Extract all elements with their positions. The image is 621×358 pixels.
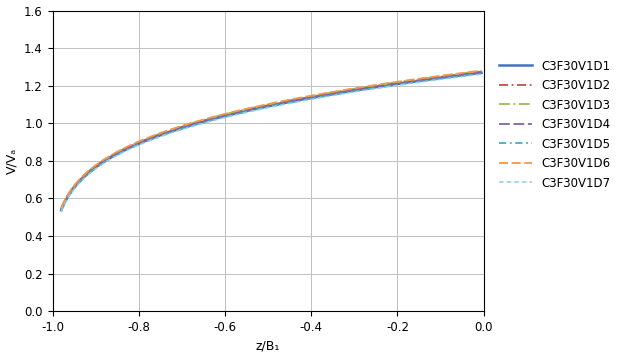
C3F30V1D1: [412, 79, 419, 83]
C3F30V1D1: [315, 95, 322, 99]
C3F30V1D3: [478, 69, 485, 73]
C3F30V1D7: [412, 81, 419, 85]
C3F30V1D7: [315, 96, 322, 100]
C3F30V1D1: [307, 96, 315, 100]
C3F30V1D4: [59, 204, 66, 208]
Line: C3F30V1D2: C3F30V1D2: [61, 72, 481, 209]
C3F30V1D1: [438, 76, 446, 80]
C3F30V1D5: [315, 95, 322, 100]
C3F30V1D6: [478, 68, 485, 73]
C3F30V1D1: [58, 208, 65, 212]
C3F30V1D3: [438, 74, 446, 78]
C3F30V1D6: [438, 73, 446, 78]
C3F30V1D4: [438, 75, 446, 79]
C3F30V1D6: [307, 93, 315, 98]
C3F30V1D2: [438, 74, 446, 79]
Line: C3F30V1D6: C3F30V1D6: [61, 71, 481, 208]
C3F30V1D3: [306, 94, 314, 98]
C3F30V1D5: [307, 97, 315, 101]
C3F30V1D2: [412, 78, 419, 82]
C3F30V1D7: [58, 209, 65, 214]
Legend: C3F30V1D1, C3F30V1D2, C3F30V1D3, C3F30V1D4, C3F30V1D5, C3F30V1D6, C3F30V1D7: C3F30V1D1, C3F30V1D2, C3F30V1D3, C3F30V1…: [494, 55, 615, 194]
C3F30V1D6: [315, 92, 322, 97]
C3F30V1D3: [307, 94, 315, 98]
Line: C3F30V1D7: C3F30V1D7: [61, 74, 481, 212]
Line: C3F30V1D5: C3F30V1D5: [61, 74, 481, 211]
Line: C3F30V1D4: C3F30V1D4: [61, 72, 481, 209]
C3F30V1D7: [438, 77, 446, 81]
C3F30V1D2: [58, 207, 65, 211]
C3F30V1D2: [59, 204, 66, 208]
C3F30V1D4: [478, 70, 485, 74]
C3F30V1D2: [306, 95, 314, 99]
X-axis label: z/B₁: z/B₁: [256, 339, 280, 352]
C3F30V1D4: [306, 95, 314, 100]
C3F30V1D3: [58, 206, 65, 211]
C3F30V1D7: [478, 72, 485, 76]
C3F30V1D5: [306, 97, 314, 101]
C3F30V1D1: [478, 71, 485, 75]
C3F30V1D2: [315, 93, 322, 98]
C3F30V1D7: [307, 97, 315, 101]
C3F30V1D1: [59, 205, 66, 209]
C3F30V1D6: [306, 94, 314, 98]
C3F30V1D6: [58, 206, 65, 210]
C3F30V1D5: [59, 205, 66, 210]
C3F30V1D4: [58, 207, 65, 212]
C3F30V1D6: [412, 77, 419, 81]
C3F30V1D3: [59, 203, 66, 207]
Y-axis label: V/Vₐ: V/Vₐ: [6, 148, 19, 174]
Line: C3F30V1D1: C3F30V1D1: [61, 73, 481, 210]
C3F30V1D6: [59, 203, 66, 207]
C3F30V1D2: [478, 69, 485, 74]
C3F30V1D4: [412, 78, 419, 83]
C3F30V1D5: [412, 80, 419, 84]
C3F30V1D3: [412, 77, 419, 82]
C3F30V1D5: [58, 209, 65, 213]
C3F30V1D4: [307, 95, 315, 99]
C3F30V1D5: [438, 76, 446, 81]
C3F30V1D3: [315, 93, 322, 97]
C3F30V1D2: [307, 95, 315, 99]
C3F30V1D7: [59, 206, 66, 210]
C3F30V1D5: [478, 72, 485, 76]
C3F30V1D4: [315, 94, 322, 98]
Line: C3F30V1D3: C3F30V1D3: [61, 71, 481, 208]
C3F30V1D7: [306, 97, 314, 102]
C3F30V1D1: [306, 96, 314, 100]
